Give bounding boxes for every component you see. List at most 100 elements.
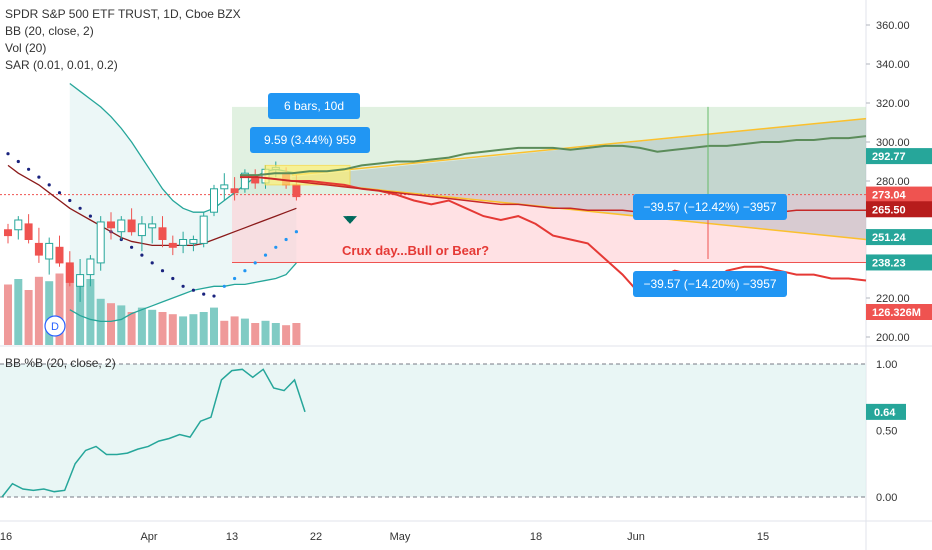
price-tick-label: 300.00	[876, 137, 910, 149]
candle-body	[117, 219, 126, 233]
sar-dot	[294, 230, 298, 234]
sar-dot	[222, 284, 226, 288]
candle-body	[199, 215, 208, 244]
candle-body	[210, 188, 218, 213]
range-top-label-bg	[268, 93, 360, 119]
volume-bar	[45, 281, 54, 345]
bb-basis-line	[7, 164, 297, 247]
candle-body	[179, 239, 188, 246]
sar-dot	[6, 152, 10, 156]
sar-dot	[68, 198, 72, 203]
price-badge-bg	[866, 304, 932, 320]
candle-body	[65, 262, 74, 283]
volume-bar	[117, 305, 126, 345]
sar-dot	[130, 245, 134, 249]
volume-bar	[230, 316, 239, 345]
price-tick-label: 360.00	[876, 20, 910, 32]
crux-note: Crux day...Bull or Bear?	[342, 243, 489, 258]
dividend-marker-label: D	[51, 321, 59, 333]
price-tick-label: 280.00	[876, 176, 910, 188]
volume-bar	[34, 276, 43, 345]
candle-body	[45, 242, 54, 260]
sar-dot	[88, 214, 92, 218]
osc-badge-bg	[866, 403, 906, 420]
wedge-top-line	[291, 117, 867, 176]
sar-dot	[57, 191, 62, 195]
sar-dot	[160, 269, 165, 273]
osc-tick-label: 0.00	[876, 492, 897, 504]
price-badge-bg	[866, 186, 932, 203]
candle-body	[55, 246, 64, 264]
volume-bar	[199, 312, 208, 345]
osc-badge: 0.64	[874, 407, 896, 419]
candle-body	[76, 274, 85, 287]
volume-bar	[76, 284, 85, 345]
symbol-title: SPDR S&P 500 ETF TRUST, 1D, Cboe BZX	[5, 7, 241, 21]
range-top-label: 6 bars, 10d	[284, 99, 344, 113]
osc-tick-label: 0.50	[876, 426, 897, 438]
candle-body	[189, 239, 198, 244]
measure-upper-label-bg	[633, 194, 787, 220]
price-badge: 273.04	[872, 190, 907, 202]
candle-body	[137, 223, 146, 237]
volume-bar	[158, 312, 167, 345]
sar-dot	[253, 261, 257, 265]
time-tick-label: 13	[226, 531, 238, 543]
volume-bar	[65, 265, 74, 345]
volume-bar	[251, 323, 260, 345]
volume-bar	[24, 290, 33, 345]
candle-body	[86, 258, 95, 276]
sar-dot	[274, 245, 278, 249]
candle-body	[96, 221, 105, 264]
time-tick-label: 22	[310, 531, 322, 543]
osc-tick-label: 1.00	[876, 359, 897, 371]
candle-body	[292, 184, 301, 198]
candle-body	[148, 223, 157, 229]
volume-bar	[261, 320, 270, 345]
price-tick-label: 320.00	[876, 98, 910, 110]
projection-red-line	[240, 176, 867, 296]
sar-dot	[16, 159, 20, 164]
sar-dot	[27, 167, 31, 171]
volume-legend: Vol (20)	[5, 41, 47, 55]
volume-bar	[210, 307, 218, 345]
price-badge: 251.24	[872, 232, 907, 244]
candle-body	[240, 172, 249, 190]
price-badge-bg	[866, 148, 932, 165]
price-badge-bg	[866, 201, 932, 218]
candle-body	[107, 221, 115, 229]
sar-dot	[202, 292, 206, 296]
measure-lower-label-bg	[633, 271, 787, 297]
volume-bar	[55, 273, 64, 345]
pctb-line	[1, 368, 306, 498]
sar-dot	[212, 294, 216, 298]
bb-legend: BB (20, close, 2)	[5, 24, 94, 38]
sar-dot	[284, 237, 288, 242]
volume-bar	[189, 314, 198, 345]
price-badge: 126.326M	[872, 307, 921, 319]
pctb-legend: BB %B (20, close, 2)	[5, 356, 116, 370]
time-tick-label: 16	[0, 531, 12, 543]
sar-dot	[47, 183, 51, 187]
volume-bar	[86, 279, 95, 345]
price-badge-bg	[866, 254, 932, 271]
candle-body	[24, 223, 33, 240]
volume-bar	[292, 323, 301, 345]
time-tick-label: Apr	[140, 531, 157, 543]
volume-bar	[240, 318, 249, 345]
candle-body	[168, 242, 177, 248]
dividend-marker-icon	[44, 315, 66, 337]
price-badge: 292.77	[872, 151, 906, 163]
candle-body	[127, 219, 136, 233]
volume-bar	[127, 312, 136, 345]
chart-legend: SPDR S&P 500 ETF TRUST, 1D, Cboe BZX BB …	[5, 6, 241, 74]
sar-dot	[140, 253, 144, 257]
sar-dot	[191, 288, 195, 292]
price-badge-bg	[866, 229, 932, 246]
range-bottom-label-bg	[250, 127, 370, 153]
candle-body	[220, 184, 229, 190]
candle-body	[4, 229, 12, 237]
price-badge: 238.23	[872, 257, 906, 269]
time-tick-label: May	[390, 531, 411, 543]
